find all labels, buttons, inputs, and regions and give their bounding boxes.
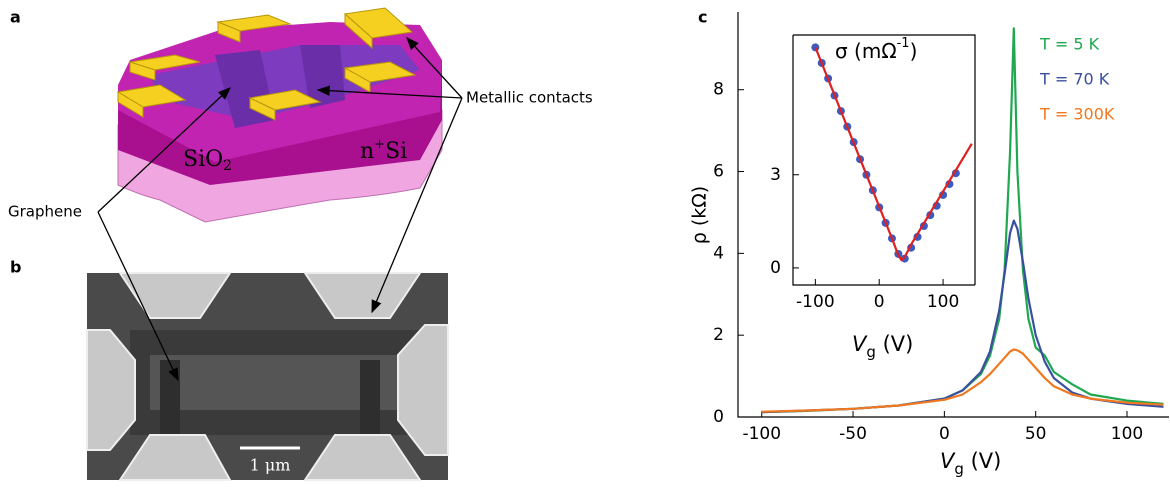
annotation: Graphene <box>8 203 82 221</box>
axis-title-part: -1 <box>897 36 910 51</box>
axis-title-part: (V) <box>876 332 913 356</box>
y-tick-label: 6 <box>713 162 724 182</box>
x-tick-label: -100 <box>796 292 835 312</box>
x-tick-label: 0 <box>939 424 950 444</box>
annotation: Metallic contacts <box>466 89 593 107</box>
scale-bar-label: 1 μm <box>250 456 291 475</box>
legend-entry: T = 70 K <box>1039 70 1110 89</box>
layer-label-text: Si <box>385 139 407 164</box>
axis-title-part: g <box>954 460 964 478</box>
panel-label: a <box>10 8 21 27</box>
layer-label-sub: 2 <box>223 158 232 174</box>
axis-title: Vg (V) <box>940 449 1001 478</box>
panel-label: c <box>698 8 707 27</box>
y-tick-label: 4 <box>713 243 724 263</box>
x-tick-label: 0 <box>874 292 885 312</box>
axis-title-part: g <box>866 343 876 361</box>
y-tick-label: 8 <box>713 80 724 100</box>
y-tick-label: 0 <box>770 258 781 278</box>
y-tick-label: 3 <box>770 165 781 185</box>
layer-label-sup: + <box>374 137 385 152</box>
layer-label-text: n <box>360 139 374 164</box>
axis-title-part: (V) <box>964 449 1001 473</box>
y-axis-title: ρ (kΩ) <box>689 186 711 244</box>
figure: a b c SiO2 n+Si <box>0 0 1170 490</box>
plot-area <box>793 35 975 285</box>
layer-label-text: SiO <box>183 147 223 172</box>
legend-entry: T = 300K <box>1039 105 1115 124</box>
x-tick-label: -50 <box>839 424 867 444</box>
x-tick-label: 100 <box>927 292 959 312</box>
legend-entry: T = 5 K <box>1039 35 1100 54</box>
x-tick-label: 100 <box>1111 424 1143 444</box>
x-tick-label: -100 <box>742 424 781 444</box>
device-illustration: SiO2 n+Si <box>118 8 442 222</box>
axis-title-part: ) <box>910 39 918 63</box>
y-tick-label: 0 <box>713 407 724 427</box>
x-tick-label: 50 <box>1025 424 1047 444</box>
y-tick-label: 2 <box>713 325 724 345</box>
axis-title-part: σ (mΩ <box>835 39 897 63</box>
panel-label: b <box>10 258 21 277</box>
